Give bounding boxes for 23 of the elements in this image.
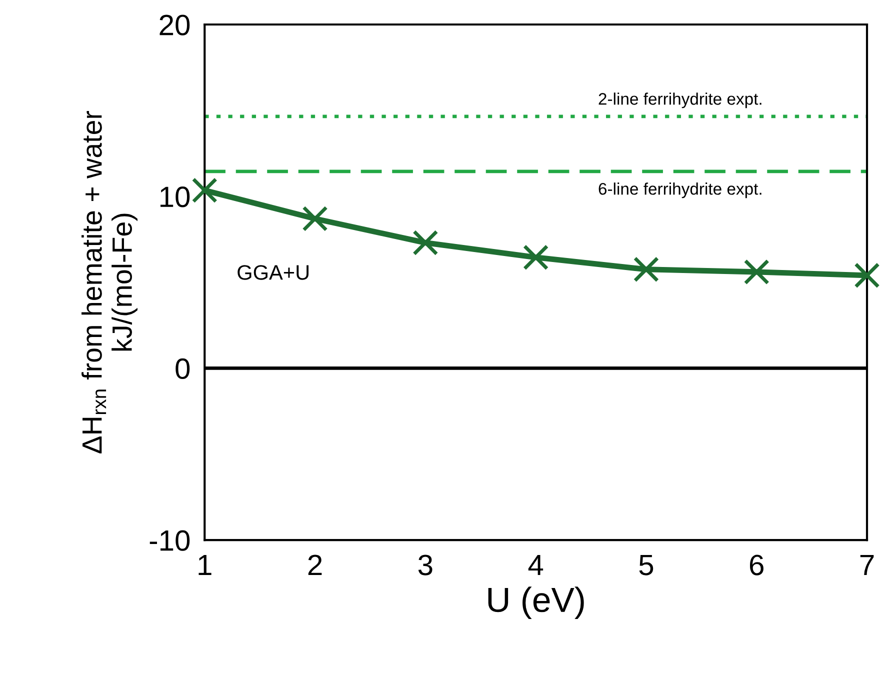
point <box>192 177 218 204</box>
y-tick-label: -10 <box>150 530 190 551</box>
point <box>302 206 328 232</box>
y-tick-label: 0 <box>176 358 190 380</box>
series-label: GGA+U <box>238 265 309 280</box>
point <box>522 244 549 270</box>
x-tick-label: 3 <box>418 554 432 576</box>
x-tick-label: 1 <box>198 554 212 576</box>
point <box>854 262 880 288</box>
point <box>412 230 438 256</box>
x-tick-label: 7 <box>860 554 874 576</box>
y-tick-label: 20 <box>160 14 190 36</box>
point <box>633 256 660 282</box>
ref-line-label: 6-line ferrihydrite expt. <box>598 182 762 198</box>
y-axis-title: ΔH$_{rxn}$ from hematite + water kJ/(mol-Fe) <box>82 110 138 454</box>
x-tick-label: 6 <box>750 554 764 576</box>
x-tick-label: 4 <box>528 554 544 576</box>
x-tick-label: 2 <box>308 554 322 576</box>
point <box>744 259 770 285</box>
x-tick-label: 5 <box>639 554 654 576</box>
ref-line-label: 2-line ferrihydrite expt. <box>598 92 762 108</box>
x-axis-title: U (eV) <box>488 586 584 620</box>
y-tick-label: 10 <box>160 186 190 208</box>
